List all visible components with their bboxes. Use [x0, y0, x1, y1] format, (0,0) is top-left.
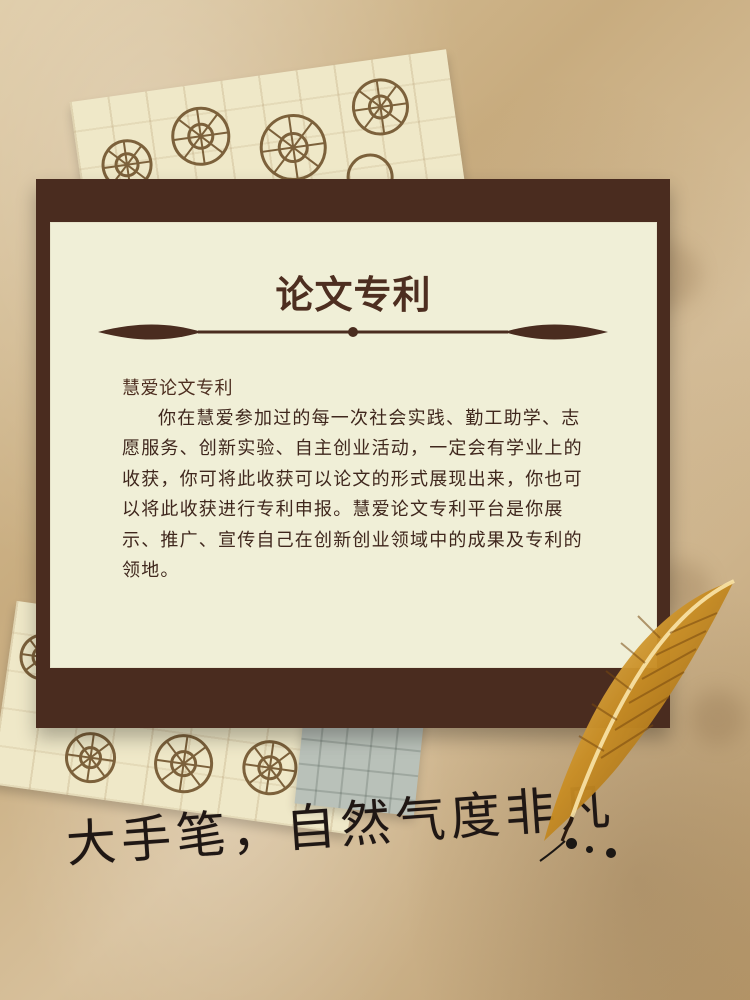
- quill-feather: [520, 575, 750, 865]
- section-subtitle: 慧爱论文专利: [122, 377, 233, 401]
- feather-divider: [98, 318, 608, 346]
- page-title: 论文专利: [50, 264, 657, 319]
- description-text: 你在慧爱参加过的每一次社会实践、勤工助学、志愿服务、创新实验、自主创业活动，一定…: [122, 404, 588, 586]
